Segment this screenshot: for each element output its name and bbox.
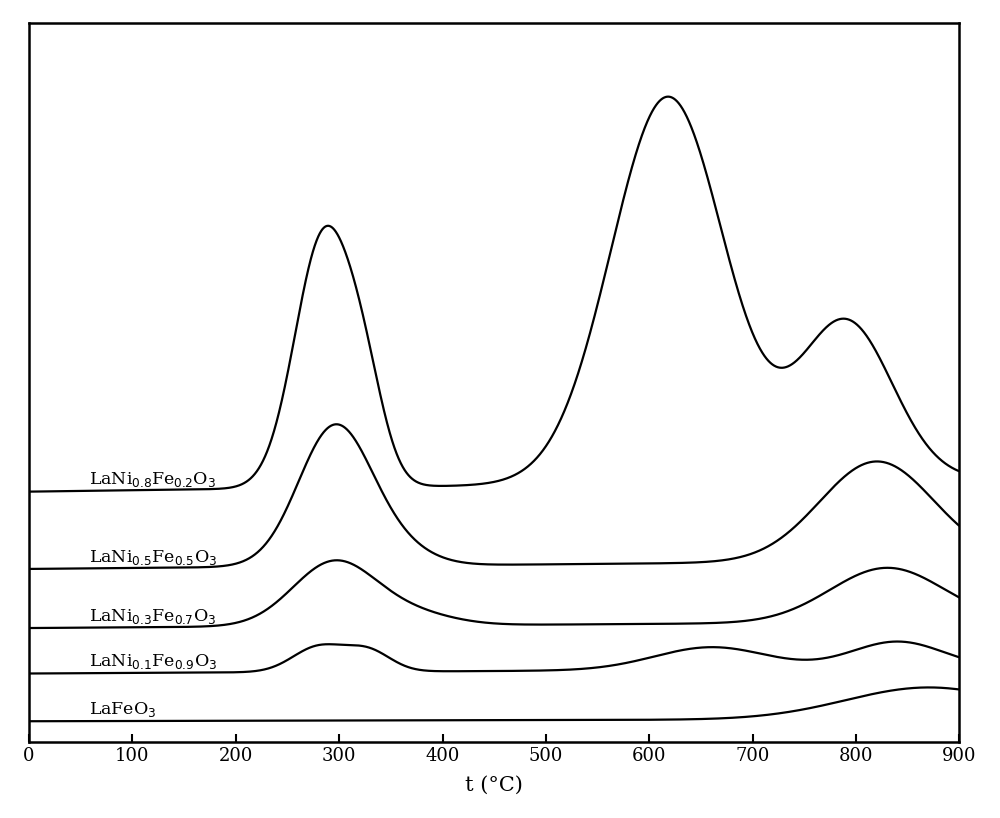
Text: LaNi$_{0.3}$Fe$_{0.7}$O$_3$: LaNi$_{0.3}$Fe$_{0.7}$O$_3$ bbox=[89, 607, 216, 626]
Text: LaNi$_{0.8}$Fe$_{0.2}$O$_3$: LaNi$_{0.8}$Fe$_{0.2}$O$_3$ bbox=[89, 470, 216, 489]
Text: LaFeO$_3$: LaFeO$_3$ bbox=[89, 700, 156, 719]
X-axis label: t (°C): t (°C) bbox=[465, 775, 523, 794]
Text: LaNi$_{0.5}$Fe$_{0.5}$O$_3$: LaNi$_{0.5}$Fe$_{0.5}$O$_3$ bbox=[89, 547, 217, 567]
Text: LaNi$_{0.1}$Fe$_{0.9}$O$_3$: LaNi$_{0.1}$Fe$_{0.9}$O$_3$ bbox=[89, 652, 217, 672]
